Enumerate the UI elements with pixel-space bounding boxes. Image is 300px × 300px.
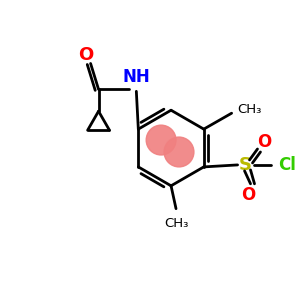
Text: CH₃: CH₃ <box>238 103 262 116</box>
Circle shape <box>146 125 176 155</box>
Text: O: O <box>78 46 93 64</box>
Text: NH: NH <box>122 68 150 86</box>
Text: Cl: Cl <box>278 156 296 174</box>
Text: O: O <box>242 186 256 204</box>
Text: O: O <box>257 133 272 151</box>
Text: CH₃: CH₃ <box>164 217 188 230</box>
Text: S: S <box>239 156 252 174</box>
Circle shape <box>164 137 194 167</box>
